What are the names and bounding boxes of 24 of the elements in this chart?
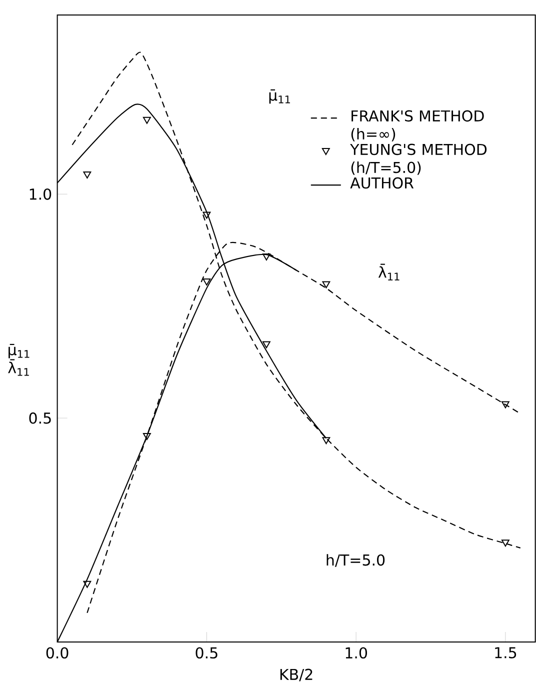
x-axis-title: KB/2 [280, 668, 312, 682]
y-axis-title: μ̄$_{11}$ λ̄$_{11}$ [8, 344, 30, 376]
point [202, 212, 210, 219]
x-tick-label: 1.5 [495, 647, 516, 658]
x-tick-label: 0.0 [46, 647, 68, 659]
point [322, 281, 330, 288]
legend-label: YEUNG'S METHOD (h/T=5.0) [350, 144, 486, 175]
x-tick-label: 1.0 [346, 647, 367, 659]
legend-label: AUTHOR [350, 177, 414, 189]
point [83, 171, 91, 178]
legend-label: FRANK'S METHOD (h=∞) [351, 110, 484, 142]
point [83, 580, 91, 588]
point [262, 341, 270, 348]
point [142, 116, 151, 124]
point [322, 437, 330, 444]
annotation: λ̄$_{11}$ [378, 264, 400, 280]
point [142, 433, 151, 440]
annotation: μ̄$_{11}$ [269, 89, 290, 104]
point [501, 401, 510, 408]
annotation: h/T=5.0 [326, 554, 384, 567]
point [501, 540, 510, 547]
point [262, 253, 270, 260]
point [202, 278, 210, 286]
x-tick-label: 0.5 [196, 647, 218, 659]
